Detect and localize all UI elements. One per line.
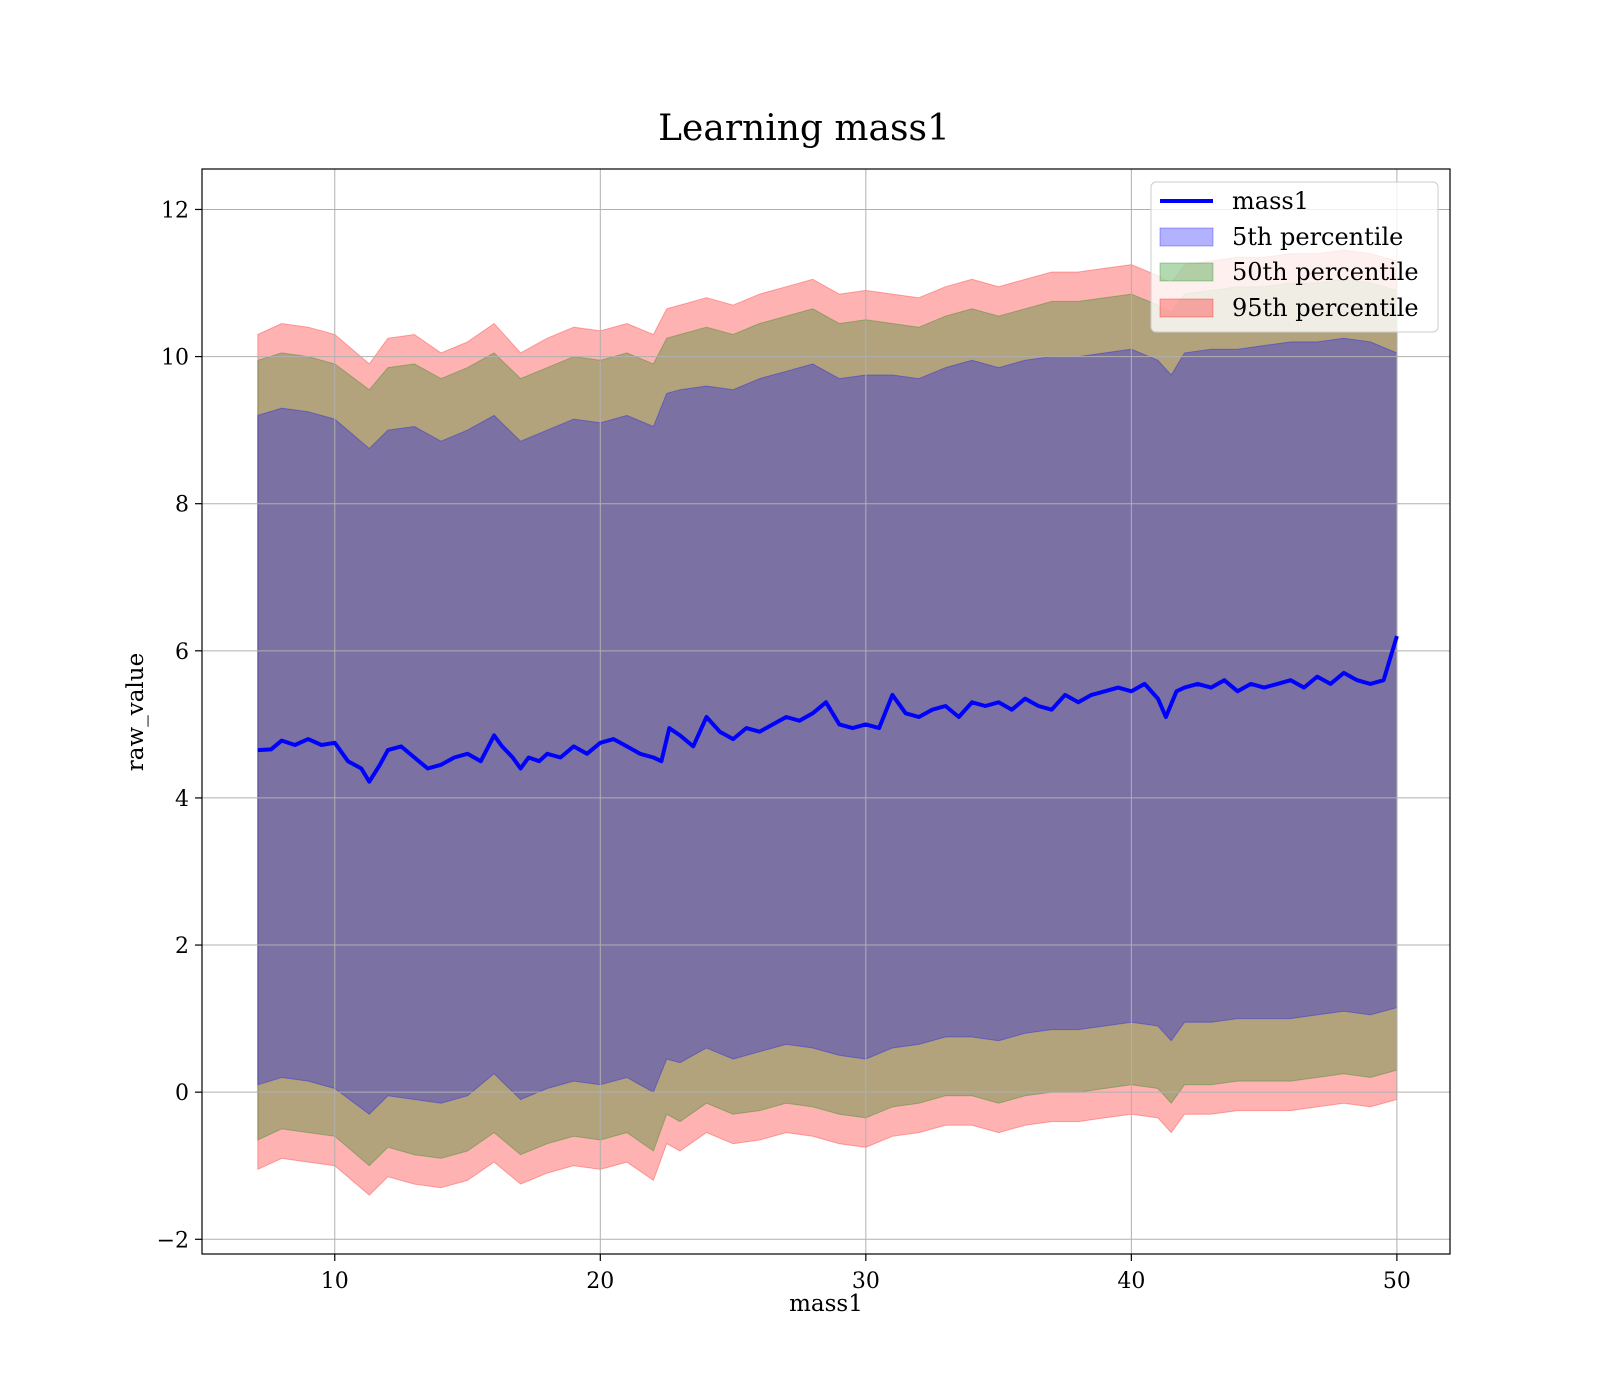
x-tick-label: 20 [586, 1269, 614, 1294]
legend-swatch-50th [1159, 262, 1214, 282]
y-axis-ticks: −2 0 2 4 6 8 10 12 [157, 198, 202, 1253]
legend: mass1 5th percentile 50th percentile 95t… [1150, 181, 1439, 333]
plot-frame [201, 168, 1451, 1255]
legend-label-50th: 50th percentile [1232, 258, 1419, 286]
legend-label-95th: 95th percentile [1232, 294, 1419, 322]
y-tick-label: 4 [175, 787, 189, 812]
legend-swatch-5th [1159, 227, 1214, 247]
y-tick-label: −2 [157, 1228, 189, 1253]
y-tick-label: 2 [175, 934, 189, 959]
legend-label-5th: 5th percentile [1232, 223, 1403, 251]
legend-frame [1150, 181, 1439, 333]
y-tick-label: 0 [175, 1081, 189, 1106]
x-axis-title: mass1 [789, 1291, 863, 1317]
y-tick-label: 12 [161, 198, 189, 223]
gridlines [202, 169, 1450, 1254]
x-axis-ticks: 10 20 30 40 50 [321, 1254, 1411, 1294]
x-tick-label: 30 [852, 1269, 880, 1294]
band-5th [257, 337, 1398, 1115]
y-tick-label: 10 [161, 346, 189, 371]
legend-label-mass1: mass1 [1232, 187, 1309, 215]
legend-swatch-95th [1159, 298, 1214, 318]
x-tick-label: 50 [1383, 1269, 1411, 1294]
percentile-bands [257, 249, 1398, 1196]
y-axis-title: raw_value [123, 653, 149, 771]
y-tick-label: 8 [175, 493, 189, 518]
x-tick-label: 10 [321, 1269, 349, 1294]
y-tick-label: 6 [175, 640, 189, 665]
chart-title: Learning mass1 [658, 108, 950, 149]
x-tick-label: 40 [1117, 1269, 1145, 1294]
mass1-line [257, 635, 1399, 784]
